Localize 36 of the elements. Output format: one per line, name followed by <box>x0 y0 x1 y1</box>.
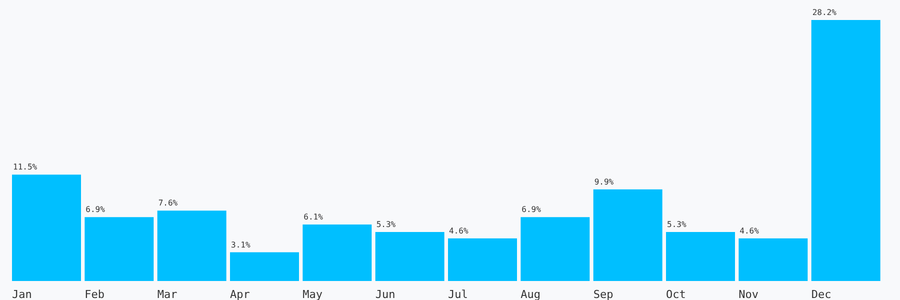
data-label: 11.5% <box>13 162 38 172</box>
data-label: 6.9% <box>86 205 106 214</box>
bar <box>375 232 444 281</box>
data-label: 4.6% <box>740 226 760 236</box>
data-label: 5.3% <box>667 220 686 229</box>
bar <box>593 189 662 281</box>
x-tick-label: Sep <box>593 288 614 300</box>
bar <box>448 238 517 281</box>
data-label: 6.9% <box>522 205 542 214</box>
data-label: 6.1% <box>304 212 324 222</box>
bar <box>302 224 372 281</box>
x-tick-label: Jul <box>448 288 468 300</box>
x-tick-label: Mar <box>157 288 178 300</box>
x-tick-label: Dec <box>811 288 832 300</box>
data-label: 9.9% <box>594 177 614 186</box>
x-tick-label: Nov <box>738 288 759 300</box>
x-tick-label: Apr <box>230 288 250 300</box>
bar <box>230 252 299 281</box>
bar <box>811 20 880 281</box>
bar <box>84 217 154 281</box>
bar <box>520 217 590 281</box>
bar <box>157 210 226 281</box>
bar <box>738 238 808 281</box>
data-label: 5.3% <box>376 220 396 229</box>
x-tick-label: Aug <box>520 288 541 300</box>
data-label: 28.2% <box>812 8 837 17</box>
x-tick-label: Oct <box>666 288 686 300</box>
data-label: 3.1% <box>231 240 250 250</box>
x-tick-label: Feb <box>84 288 105 300</box>
bar <box>666 232 735 281</box>
x-tick-label: May <box>302 288 323 300</box>
x-tick-label: Jun <box>375 288 396 300</box>
data-label: 7.6% <box>158 198 178 208</box>
x-tick-label: Jan <box>12 288 32 300</box>
data-label: 4.6% <box>449 226 468 236</box>
bar <box>12 174 81 281</box>
